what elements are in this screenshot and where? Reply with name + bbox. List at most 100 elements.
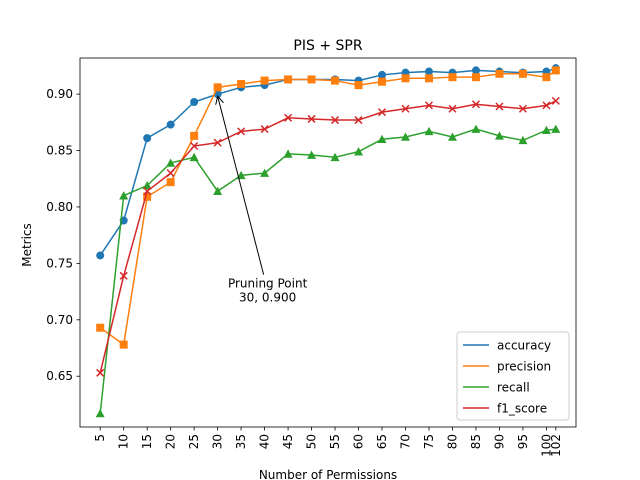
data-point-precision — [213, 83, 222, 92]
data-point-f1_score — [119, 271, 128, 280]
pruning-point-annotation: Pruning Point 30, 0.900 — [218, 96, 308, 305]
x-tick-label: 55 — [328, 434, 342, 449]
data-point-f1_score — [213, 138, 222, 147]
x-tick-label: 102 — [549, 434, 563, 457]
x-tick-label: 50 — [305, 434, 319, 449]
data-point-recall — [330, 152, 340, 162]
data-point-accuracy — [96, 251, 105, 260]
data-point-precision — [448, 73, 457, 82]
data-point-f1_score — [260, 125, 269, 134]
data-point-recall — [541, 125, 551, 135]
data-point-recall — [424, 126, 434, 136]
data-point-recall — [551, 124, 561, 133]
data-point-accuracy — [378, 70, 387, 79]
x-tick-label: 100 — [539, 434, 553, 457]
plot-area — [95, 64, 561, 418]
series-line-precision — [99, 69, 557, 346]
data-point-precision — [119, 340, 128, 349]
x-tick-label: 5 — [93, 434, 107, 442]
x-tick-label: 70 — [399, 434, 413, 449]
data-point-f1_score — [377, 108, 387, 117]
data-point-f1_score — [190, 141, 199, 151]
x-tick-label: 35 — [234, 434, 248, 449]
x-tick-label: 85 — [469, 434, 483, 449]
data-point-recall — [213, 186, 223, 195]
data-point-f1_score — [237, 127, 246, 136]
legend-label-recall: recall — [497, 381, 530, 395]
data-point-accuracy — [471, 66, 480, 75]
data-point-f1_score — [307, 114, 316, 123]
data-point-precision — [378, 77, 387, 86]
x-tick-label: 60 — [352, 434, 366, 449]
data-point-f1_score — [143, 187, 152, 196]
data-point-recall — [119, 191, 129, 200]
data-point-precision — [260, 76, 269, 85]
data-point-precision — [495, 69, 504, 78]
data-point-recall — [471, 124, 481, 133]
x-tick-label: 40 — [258, 434, 272, 449]
data-point-precision — [518, 69, 527, 78]
data-point-precision — [471, 73, 480, 82]
data-point-recall — [401, 132, 410, 141]
data-point-recall — [518, 135, 528, 145]
legend-box — [456, 331, 570, 421]
data-point-recall — [307, 150, 317, 159]
annotation-line1: Pruning Point — [228, 277, 308, 291]
data-point-precision — [166, 178, 175, 187]
data-point-precision — [237, 79, 246, 88]
data-point-precision — [551, 66, 560, 75]
legend-label-precision: precision — [497, 360, 551, 374]
data-point-f1_score — [424, 101, 434, 110]
data-point-precision — [284, 75, 293, 84]
data-point-precision — [331, 76, 340, 85]
y-tick-label: 0.75 — [46, 256, 73, 270]
data-point-precision — [190, 131, 199, 140]
data-point-f1_score — [542, 101, 551, 110]
y-tick-label: 0.80 — [46, 200, 73, 214]
x-tick-label: 45 — [281, 434, 295, 449]
data-point-f1_score — [448, 104, 457, 113]
x-tick-label: 90 — [492, 434, 506, 449]
data-point-accuracy — [143, 134, 152, 143]
data-point-f1_score — [495, 102, 504, 111]
x-tick-label: 30 — [211, 434, 225, 449]
x-tick-label: 75 — [422, 434, 436, 449]
data-point-precision — [307, 75, 316, 84]
data-point-accuracy — [166, 120, 175, 129]
data-point-f1_score — [166, 169, 175, 178]
data-point-f1_score — [96, 368, 105, 377]
data-point-f1_score — [284, 113, 293, 122]
data-point-f1_score — [331, 116, 340, 125]
legend: accuracy precision recall f1_score — [456, 331, 570, 421]
data-point-accuracy — [190, 98, 199, 107]
data-point-recall — [494, 131, 504, 140]
y-tick-label: 0.85 — [46, 144, 73, 158]
plot-frame — [79, 57, 577, 428]
data-point-f1_score — [401, 104, 410, 113]
data-point-recall — [354, 147, 364, 156]
data-point-precision — [542, 73, 551, 82]
data-point-accuracy — [424, 67, 433, 76]
x-tick-label: 65 — [375, 434, 389, 449]
data-point-f1_score — [471, 100, 480, 109]
data-point-f1_score — [551, 96, 560, 105]
x-tick-label: 20 — [164, 434, 178, 449]
y-tick-label: 0.65 — [46, 369, 73, 383]
y-tick-label: 0.90 — [46, 87, 73, 101]
data-point-precision — [96, 323, 105, 332]
x-tick-label: 80 — [445, 434, 459, 449]
data-point-precision — [401, 74, 410, 83]
annotation-arrow — [218, 96, 265, 275]
data-point-recall — [283, 149, 293, 158]
series-line-accuracy — [99, 67, 557, 256]
data-point-precision — [424, 74, 433, 83]
data-point-recall — [142, 181, 152, 190]
y-tick-label: 0.70 — [46, 313, 73, 327]
data-point-precision — [354, 81, 363, 90]
y-axis-label: Metrics — [20, 223, 34, 267]
data-point-precision — [143, 192, 152, 201]
chart-title: PIS + SPR — [293, 38, 362, 54]
data-point-recall — [447, 132, 457, 141]
legend-label-f1_score: f1_score — [497, 402, 547, 416]
